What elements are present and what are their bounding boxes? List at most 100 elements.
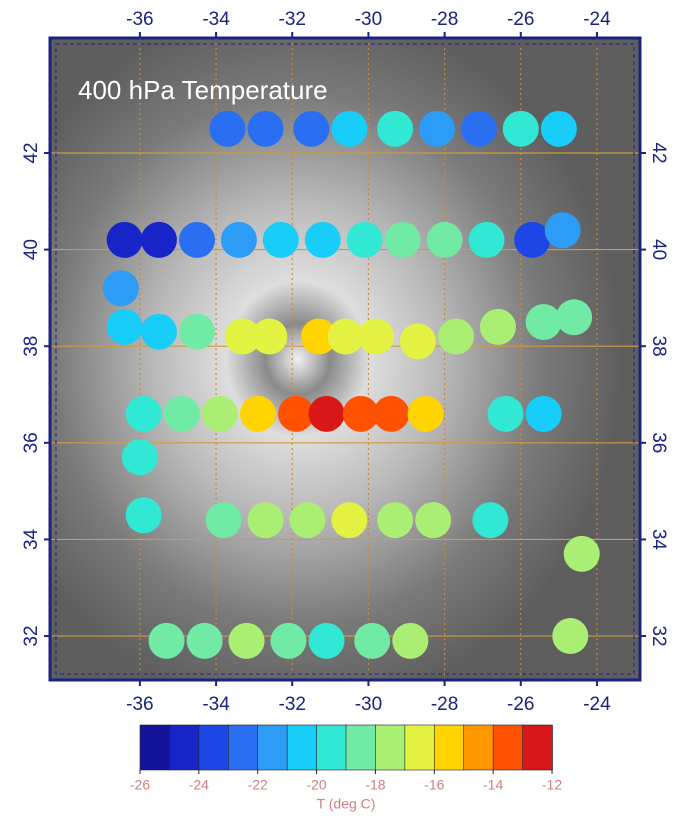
x-tick-label: -34 xyxy=(202,9,230,30)
temperature-point xyxy=(342,395,379,432)
colorbar-label: T (deg C) xyxy=(317,796,376,812)
x-tick-label: -34 xyxy=(202,694,230,715)
temperature-point xyxy=(140,221,177,258)
temperature-point xyxy=(358,318,395,355)
y-tick-label: 42 xyxy=(648,142,669,163)
temperature-point xyxy=(377,110,414,147)
temperature-point xyxy=(179,313,216,350)
colorbar-segment xyxy=(433,724,465,771)
temperature-point xyxy=(468,221,505,258)
colorbar-segment xyxy=(316,724,347,771)
x-tick-label: -30 xyxy=(355,9,382,30)
x-tick-label: -32 xyxy=(279,9,306,30)
temperature-point xyxy=(384,221,421,258)
temperature-point xyxy=(228,622,265,659)
y-tick-label: 32 xyxy=(648,625,669,646)
temperature-point xyxy=(163,395,200,432)
y-tick-label: 32 xyxy=(21,625,42,646)
temperature-point xyxy=(514,221,551,258)
temperature-point xyxy=(373,395,410,432)
temperature-point xyxy=(224,318,261,355)
colorbar-segment xyxy=(198,724,230,771)
temperature-point xyxy=(270,622,307,659)
y-tick-label: 34 xyxy=(21,528,42,550)
colorbar-segment xyxy=(404,724,436,771)
x-tick-label: -24 xyxy=(583,9,611,30)
temperature-point xyxy=(540,110,577,147)
temperature-point xyxy=(392,622,429,659)
temperature-point xyxy=(354,622,391,659)
map-title: 400 hPa Temperature xyxy=(78,75,328,105)
temperature-point xyxy=(331,110,368,147)
temperature-point xyxy=(220,221,257,258)
colorbar-segment xyxy=(375,724,406,771)
temperature-point xyxy=(308,622,345,659)
y-tick-label: 40 xyxy=(648,239,669,260)
temperature-point xyxy=(289,502,326,539)
temperature-point xyxy=(125,497,162,534)
temperature-point xyxy=(121,439,158,476)
temperature-point xyxy=(418,110,455,147)
y-tick-label: 36 xyxy=(648,432,669,453)
x-tick-label: -30 xyxy=(355,694,382,715)
colorbar-tick-label: -22 xyxy=(248,777,268,793)
temperature-point xyxy=(479,308,516,345)
temperature-point xyxy=(426,221,463,258)
colorbar-segment xyxy=(139,724,171,771)
temperature-point xyxy=(525,304,562,341)
colorbar-segment xyxy=(492,724,524,771)
temperature-point xyxy=(346,221,383,258)
x-tick-label: -24 xyxy=(583,694,611,715)
colorbar-segment xyxy=(345,724,377,771)
temperature-point xyxy=(140,313,177,350)
temperature-point xyxy=(415,502,452,539)
y-tick-label: 38 xyxy=(21,336,42,357)
x-tick-label: -28 xyxy=(431,9,458,30)
temperature-point xyxy=(438,318,475,355)
temperature-point xyxy=(308,395,345,432)
temperature-point xyxy=(525,395,562,432)
temperature-point xyxy=(209,110,246,147)
y-tick-label: 38 xyxy=(648,336,669,357)
temperature-point xyxy=(148,622,185,659)
temperature-point xyxy=(563,535,600,572)
temperature-point xyxy=(102,270,139,307)
y-tick-label: 36 xyxy=(21,432,42,453)
y-tick-label: 42 xyxy=(21,142,42,163)
temperature-point xyxy=(106,221,143,258)
temperature-point xyxy=(472,502,509,539)
colorbar-tick-label: -16 xyxy=(424,777,444,793)
temperature-point xyxy=(377,502,414,539)
x-tick-label: -32 xyxy=(279,694,306,715)
colorbar-tick-label: -12 xyxy=(542,777,562,793)
colorbar-segment xyxy=(286,724,318,771)
colorbar-segment xyxy=(257,724,288,771)
colorbar-segment xyxy=(169,724,200,771)
x-tick-label: -36 xyxy=(126,9,153,30)
temperature-point xyxy=(247,110,284,147)
colorbar-tick-label: -26 xyxy=(130,777,150,793)
map-frame xyxy=(48,36,642,682)
temperature-point xyxy=(304,221,341,258)
colorbar-tick-label: -24 xyxy=(189,777,209,793)
colorbar-tick-label: -14 xyxy=(483,777,503,793)
x-tick-label: -28 xyxy=(431,694,458,715)
temperature-point xyxy=(331,502,368,539)
temperature-point xyxy=(293,110,330,147)
temperature-point xyxy=(327,318,364,355)
temperature-point xyxy=(300,318,337,355)
temperature-point xyxy=(262,221,299,258)
x-tick-label: -26 xyxy=(507,694,534,715)
temperature-point xyxy=(239,395,276,432)
temperature-point xyxy=(106,308,143,345)
y-tick-label: 40 xyxy=(21,239,42,260)
temperature-point xyxy=(399,323,436,360)
x-tick-label: -36 xyxy=(126,694,153,715)
colorbar-segment xyxy=(522,724,553,771)
temperature-point xyxy=(201,395,238,432)
temperature-point xyxy=(556,299,593,336)
y-tick-label: 34 xyxy=(648,529,669,551)
temperature-point xyxy=(502,110,539,147)
colorbar-segment xyxy=(463,724,494,771)
temperature-point xyxy=(251,318,288,355)
